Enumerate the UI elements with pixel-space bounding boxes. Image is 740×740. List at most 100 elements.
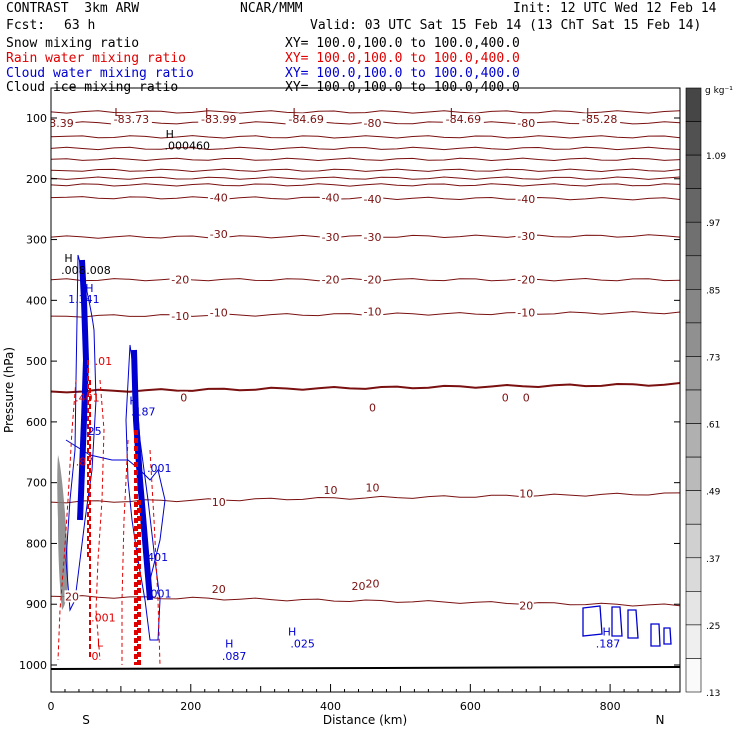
colorbar-step-9: [685, 389, 702, 424]
y-tick-label-8: 900: [26, 598, 47, 611]
temp-label-29: 10: [324, 484, 338, 497]
temp-label-bg-4: [361, 116, 384, 129]
extrema-label-25: .087: [222, 650, 247, 663]
temp-label-bg-31: [518, 487, 534, 500]
temp-label-bg-29: [323, 483, 339, 496]
colorbar-label-3: .73: [706, 353, 720, 363]
temp-label-5: -84.69: [446, 113, 481, 126]
colorbar-step-3: [685, 188, 702, 223]
extrema-label-14: H: [129, 395, 137, 408]
cloud-water-column-2: [125, 344, 161, 641]
temp-label-bg-18: [361, 273, 384, 286]
forecast-hour: 63 h: [64, 18, 96, 33]
temp-label-bg-16: [169, 273, 192, 286]
temp-label-6: -80: [517, 117, 535, 130]
temp-label-27: 0: [523, 392, 530, 405]
colorbar-step-1: [685, 121, 702, 156]
temp-label-31: 10: [519, 488, 533, 501]
extrema-label-27: .025: [290, 638, 315, 651]
extrema-label-4: L: [586, 106, 593, 119]
colorbar-label-0: 1.09: [706, 152, 726, 162]
extrema-label-11: 1.341: [68, 293, 100, 306]
temp-label-bg-5: [442, 113, 484, 126]
x-axis-start-label: S: [82, 713, 90, 727]
extrema-label-6: .000460: [165, 139, 211, 152]
field-xy-rain: XY= 100.0,100.0 to 100.0,400.0: [285, 51, 520, 66]
x-tick-label-1: 200: [180, 700, 201, 713]
colorbar-label-8: .13: [706, 689, 720, 699]
temp-contour-14: [51, 595, 680, 607]
temp-label-25: 0: [369, 401, 376, 414]
temp-contour-4: [51, 157, 680, 162]
temp-label-bg-35: [364, 577, 380, 590]
extrema-label-0: L: [114, 106, 121, 119]
temp-label-17: -20: [322, 274, 340, 287]
plot-frame: [50, 87, 681, 693]
colorbar-label-6: .37: [706, 555, 720, 565]
temp-contour-6: [51, 176, 680, 180]
extrema-label-24: H: [225, 638, 233, 651]
extrema-label-5: H: [166, 128, 174, 141]
temp-label-8: -40: [210, 192, 228, 205]
cloud-water-lower-layer: [65, 439, 166, 581]
rain-shaft-2-outline: [121, 439, 161, 666]
temp-label-bg-25: [368, 401, 377, 414]
forecast-label: Fcst:: [6, 18, 46, 33]
temp-label-bg-8: [207, 191, 230, 204]
temp-label-bg-3: [285, 113, 327, 126]
temp-label-30: 10: [365, 482, 379, 495]
temp-label-bg-27: [521, 391, 531, 404]
temp-label-bg-19: [515, 273, 537, 286]
temp-label-20: -10: [171, 310, 189, 323]
temp-label-34: 20: [352, 580, 366, 593]
temp-label-bg-30: [364, 481, 380, 494]
y-tick-label-5: 600: [26, 416, 47, 429]
snow-shading: [57, 455, 69, 610]
field-label-cloud-water: Cloud water mixing ratio: [6, 66, 194, 81]
colorbar-unit: g kg⁻¹: [705, 86, 733, 96]
temp-label-bg-13: [319, 231, 342, 244]
contour-labels: 3.39 -83.73 -83.99 -84.69 -80 -84.69 -80 -85.28…: [51, 106, 621, 663]
rain-shaft-1: [87, 360, 91, 660]
temp-label-2: -83.99: [201, 113, 236, 126]
temp-label-bg-34: [351, 579, 367, 592]
temp-label-13: -30: [322, 231, 340, 244]
distance-axis: 0 200 400 600 800: [48, 684, 681, 713]
extrema-label-20: .001: [147, 587, 172, 600]
extrema-label-28: H: [602, 626, 610, 639]
extrema-label-18: .001: [147, 462, 172, 475]
colorbar-step-12: [685, 490, 702, 525]
temp-label-bg-28: [211, 496, 227, 509]
colorbar-step-11: [685, 456, 702, 491]
extrema-label-15: .187: [131, 406, 156, 419]
colorbar-label-2: .85: [706, 286, 720, 296]
colorbar-step-8: [685, 356, 702, 391]
colorbar-step-2: [685, 154, 702, 189]
cloud-water-core-2: [131, 349, 153, 601]
temp-label-bg-23: [515, 306, 537, 319]
temp-contour-2: [51, 135, 680, 139]
temp-label-bg-33: [211, 583, 227, 596]
valid-time: Valid: 03 UTC Sat 15 Feb 14 (13 ChT Sat …: [310, 18, 702, 33]
extrema-label-16: .25: [84, 425, 102, 438]
colorbar-label-5: .49: [706, 488, 721, 498]
temp-label-bg-7: [579, 113, 621, 126]
temp-label-22: -10: [364, 305, 382, 318]
extrema-label-26: H: [288, 626, 296, 639]
temp-contour-0: [51, 110, 680, 114]
y-tick-label-9: 1000: [19, 659, 47, 672]
temp-label-bg-11: [515, 192, 537, 205]
temp-label-bg-1: [110, 113, 152, 126]
extrema-label-12: .01: [95, 355, 113, 368]
field-label-rain: Rain water mixing ratio: [6, 51, 187, 66]
temp-label-bg-32: [64, 590, 80, 603]
surface-line: [50, 666, 681, 670]
colorbar-step-5: [685, 255, 702, 290]
x-axis-end-label: N: [656, 713, 665, 727]
extrema-label-2: L: [293, 106, 300, 119]
y-tick-label-6: 700: [26, 477, 47, 490]
temp-label-4: -80: [364, 117, 382, 130]
colorbar-step-16: [685, 624, 702, 659]
